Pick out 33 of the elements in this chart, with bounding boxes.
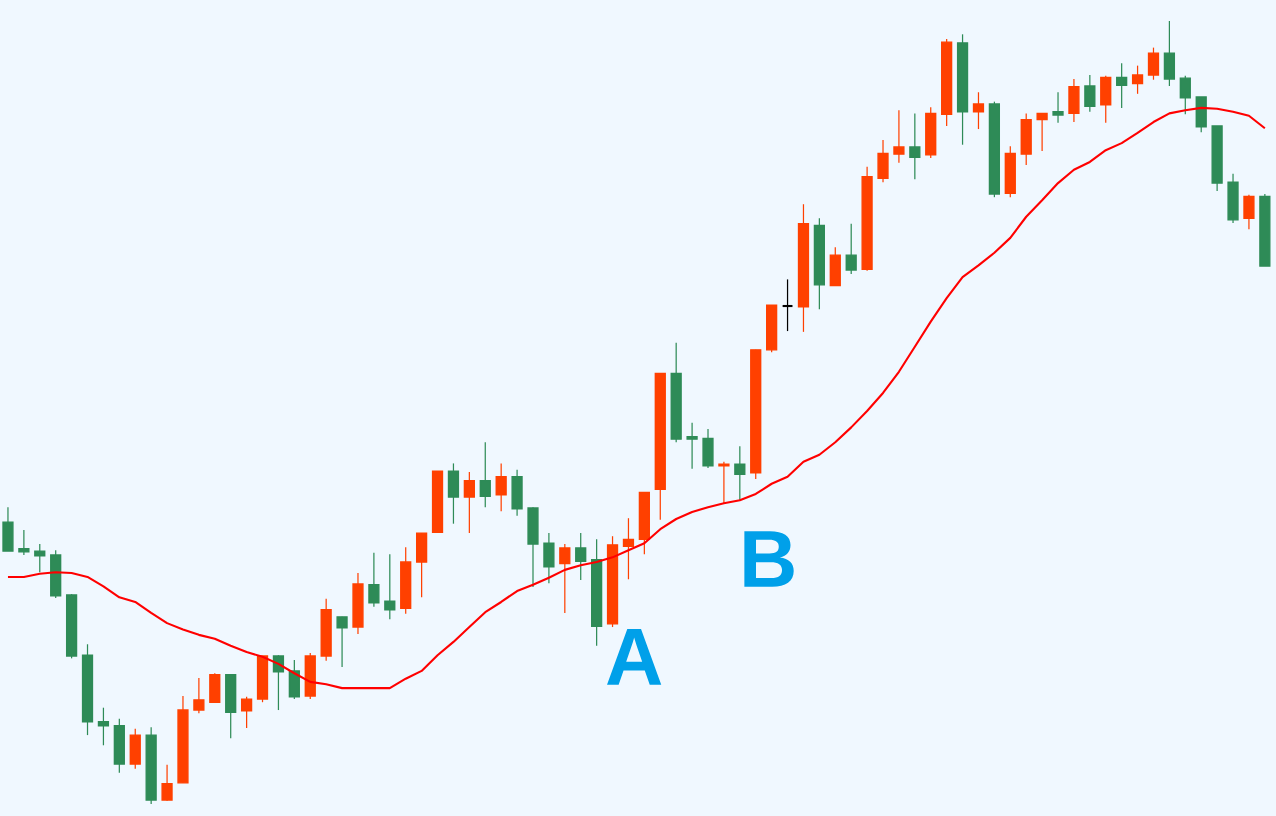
candlestick <box>972 91 985 130</box>
candlestick <box>1131 65 1144 95</box>
annotation: A <box>607 629 662 685</box>
candlestick <box>336 616 348 668</box>
candlestick <box>463 471 475 534</box>
candlestick <box>161 764 173 802</box>
candlestick <box>909 112 921 180</box>
candlestick <box>479 441 491 508</box>
candlestick <box>1147 47 1160 81</box>
candlestick <box>893 109 905 164</box>
candlestick <box>495 462 507 512</box>
candlestick <box>1179 75 1191 115</box>
candlestick <box>34 543 46 573</box>
candlestick <box>18 529 30 556</box>
candlestick <box>543 532 555 584</box>
annotation: B <box>744 531 794 587</box>
candlestick <box>384 553 396 620</box>
candlestick <box>686 422 698 470</box>
candlestick <box>368 552 380 608</box>
candlestick <box>193 677 205 714</box>
candlestick <box>1084 74 1096 113</box>
candlestick <box>1116 62 1128 109</box>
candlestick <box>240 696 253 729</box>
candlestick <box>718 461 730 504</box>
candlestick <box>1243 194 1255 230</box>
candlestick <box>734 445 746 502</box>
candlestick <box>575 532 587 581</box>
candlestick <box>1036 112 1048 152</box>
candlestick <box>622 517 635 580</box>
candlestick <box>1052 91 1064 124</box>
candlestick <box>97 707 110 746</box>
candlestick <box>559 543 571 614</box>
candlestick <box>845 223 857 275</box>
